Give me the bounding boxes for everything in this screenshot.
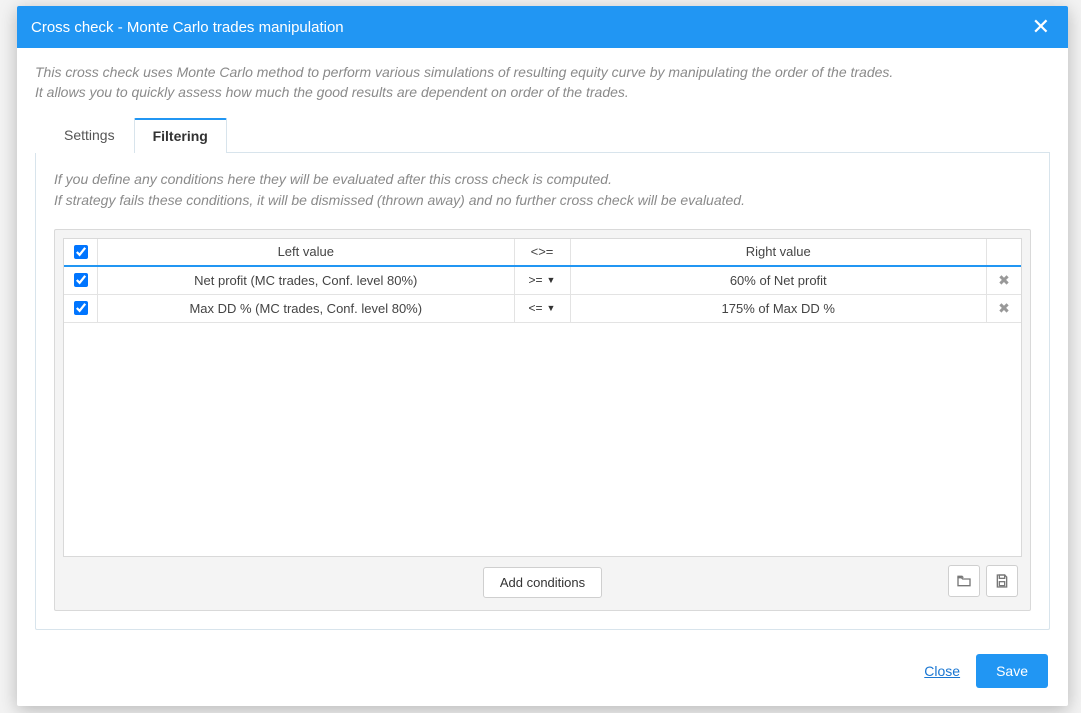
header-checkbox-cell [64,239,98,265]
row-operator-select[interactable]: >= ▼ [515,267,571,294]
filtering-desc-line-2: If strategy fails these conditions, it w… [54,190,1031,211]
add-conditions-button[interactable]: Add conditions [483,567,602,598]
conditions-table: Left value <>= Right value Net profit (M… [63,238,1022,557]
row-operator-select[interactable]: <= ▼ [515,295,571,322]
header-operator: <>= [515,239,571,265]
filtering-desc-line-1: If you define any conditions here they w… [54,169,1031,190]
operator-value: >= [529,273,543,287]
save-disk-icon [994,573,1010,589]
row-right-value[interactable]: 60% of Net profit [571,267,988,294]
row-checkbox[interactable] [74,273,88,287]
open-conditions-button[interactable] [948,565,980,597]
row-checkbox[interactable] [74,301,88,315]
desc-line-1: This cross check uses Monte Carlo method… [35,62,1050,82]
delete-icon: ✖ [998,272,1010,289]
row-right-value[interactable]: 175% of Max DD % [571,295,988,322]
filtering-panel: If you define any conditions here they w… [35,153,1050,630]
tab-label: Settings [64,127,115,143]
modal-body: This cross check uses Monte Carlo method… [17,48,1068,640]
condition-row: Net profit (MC trades, Conf. level 80%) … [64,267,1021,295]
delete-row-button[interactable]: ✖ [987,267,1021,294]
save-conditions-button[interactable] [986,565,1018,597]
chevron-down-icon: ▼ [547,303,556,313]
tab-filtering[interactable]: Filtering [134,118,227,153]
close-icon[interactable]: ✕ [1028,16,1054,38]
folder-open-icon [956,573,972,589]
condition-row: Max DD % (MC trades, Conf. level 80%) <=… [64,295,1021,323]
chevron-down-icon: ▼ [547,275,556,285]
cross-check-modal: Cross check - Monte Carlo trades manipul… [17,6,1068,706]
header-left-value: Left value [98,239,515,265]
conditions-container: Left value <>= Right value Net profit (M… [54,229,1031,611]
modal-title: Cross check - Monte Carlo trades manipul… [31,19,1028,36]
row-left-value[interactable]: Max DD % (MC trades, Conf. level 80%) [98,295,515,322]
conditions-toolbar: Add conditions [63,557,1022,602]
filtering-description: If you define any conditions here they w… [54,169,1031,211]
header-delete-cell [987,239,1021,265]
row-left-value[interactable]: Net profit (MC trades, Conf. level 80%) [98,267,515,294]
conditions-body: Net profit (MC trades, Conf. level 80%) … [64,267,1021,556]
modal-description: This cross check uses Monte Carlo method… [35,62,1050,103]
delete-icon: ✖ [998,300,1010,317]
tab-label: Filtering [153,128,208,144]
modal-header: Cross check - Monte Carlo trades manipul… [17,6,1068,48]
conditions-header-row: Left value <>= Right value [64,239,1021,267]
tab-bar: Settings Filtering [45,117,1050,153]
operator-value: <= [529,301,543,315]
save-button[interactable]: Save [976,654,1048,688]
select-all-checkbox[interactable] [74,245,88,259]
header-right-value: Right value [571,239,988,265]
close-button[interactable]: Close [924,663,960,679]
desc-line-2: It allows you to quickly assess how much… [35,82,1050,102]
modal-footer: Close Save [17,640,1068,706]
toolbar-right-icons [948,565,1018,597]
tab-settings[interactable]: Settings [45,118,134,153]
delete-row-button[interactable]: ✖ [987,295,1021,322]
